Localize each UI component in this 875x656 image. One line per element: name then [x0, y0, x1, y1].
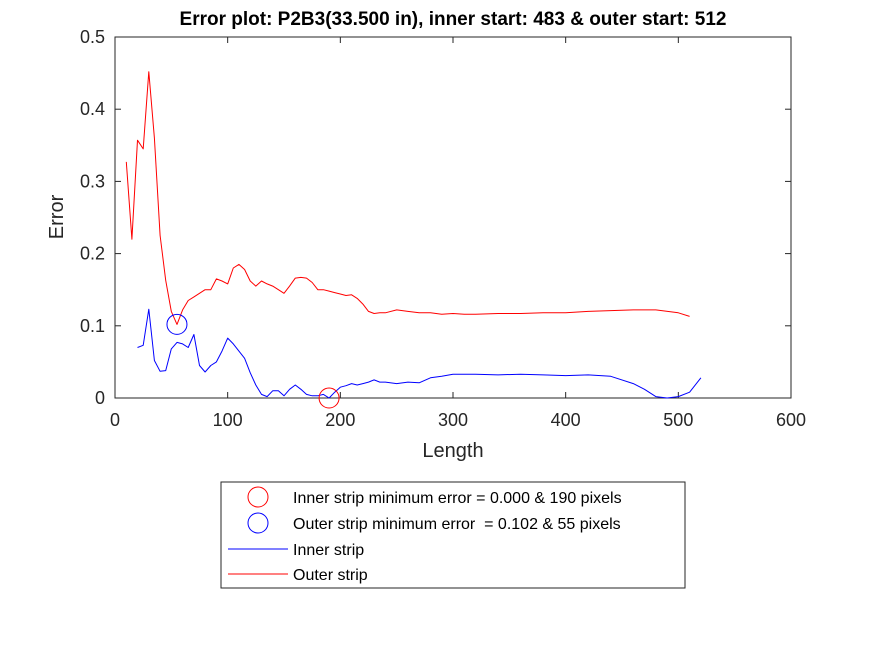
y-axis-label: Error [46, 194, 68, 239]
x-tick-label: 500 [663, 410, 693, 430]
chart-title: Error plot: P2B3(33.500 in), inner start… [180, 9, 727, 30]
series-layer [125, 71, 702, 399]
legend[interactable]: Inner strip minimum error = 0.000 & 190 … [220, 481, 686, 589]
x-tick-label: 600 [776, 410, 806, 430]
legend-label: Outer strip minimum error = 0.102 & 55 p… [293, 516, 621, 533]
x-tick-label: 100 [213, 410, 243, 430]
x-tick-label: 300 [438, 410, 468, 430]
inner-strip-line [137, 308, 702, 399]
legend-item[interactable]: Inner strip minimum error = 0.000 & 190 … [247, 486, 622, 508]
plot-area [114, 36, 792, 399]
legend-item[interactable]: Outer strip [228, 567, 368, 584]
y-tick-label: 0.2 [80, 244, 105, 264]
marker-layer [166, 313, 340, 409]
outer-min-error-marker [166, 313, 188, 335]
legend-label: Inner strip [293, 542, 364, 559]
x-tick-label: 0 [110, 410, 120, 430]
y-tick-label: 0.4 [80, 99, 105, 119]
y-tick-label: 0.5 [80, 27, 105, 47]
legend-box [220, 481, 686, 589]
legend-circle-icon [247, 512, 269, 534]
y-axis: 0 0.1 0.2 0.3 0.4 0.5 [80, 27, 791, 408]
legend-label: Inner strip minimum error = 0.000 & 190 … [293, 490, 622, 507]
inner-min-error-marker [318, 387, 340, 409]
legend-item[interactable]: Inner strip [228, 542, 364, 559]
y-tick-label: 0.3 [80, 171, 105, 191]
legend-circle-icon [247, 486, 269, 508]
y-tick-label: 0.1 [80, 316, 105, 336]
legend-label: Outer strip [293, 567, 368, 584]
x-tick-label: 400 [551, 410, 581, 430]
x-axis-label: Length [422, 440, 483, 462]
y-tick-label: 0 [95, 388, 105, 408]
x-tick-label: 200 [325, 410, 355, 430]
x-axis: 0 100 200 300 400 500 600 [110, 37, 806, 430]
outer-strip-line [125, 71, 690, 325]
legend-item[interactable]: Outer strip minimum error = 0.102 & 55 p… [247, 512, 621, 534]
